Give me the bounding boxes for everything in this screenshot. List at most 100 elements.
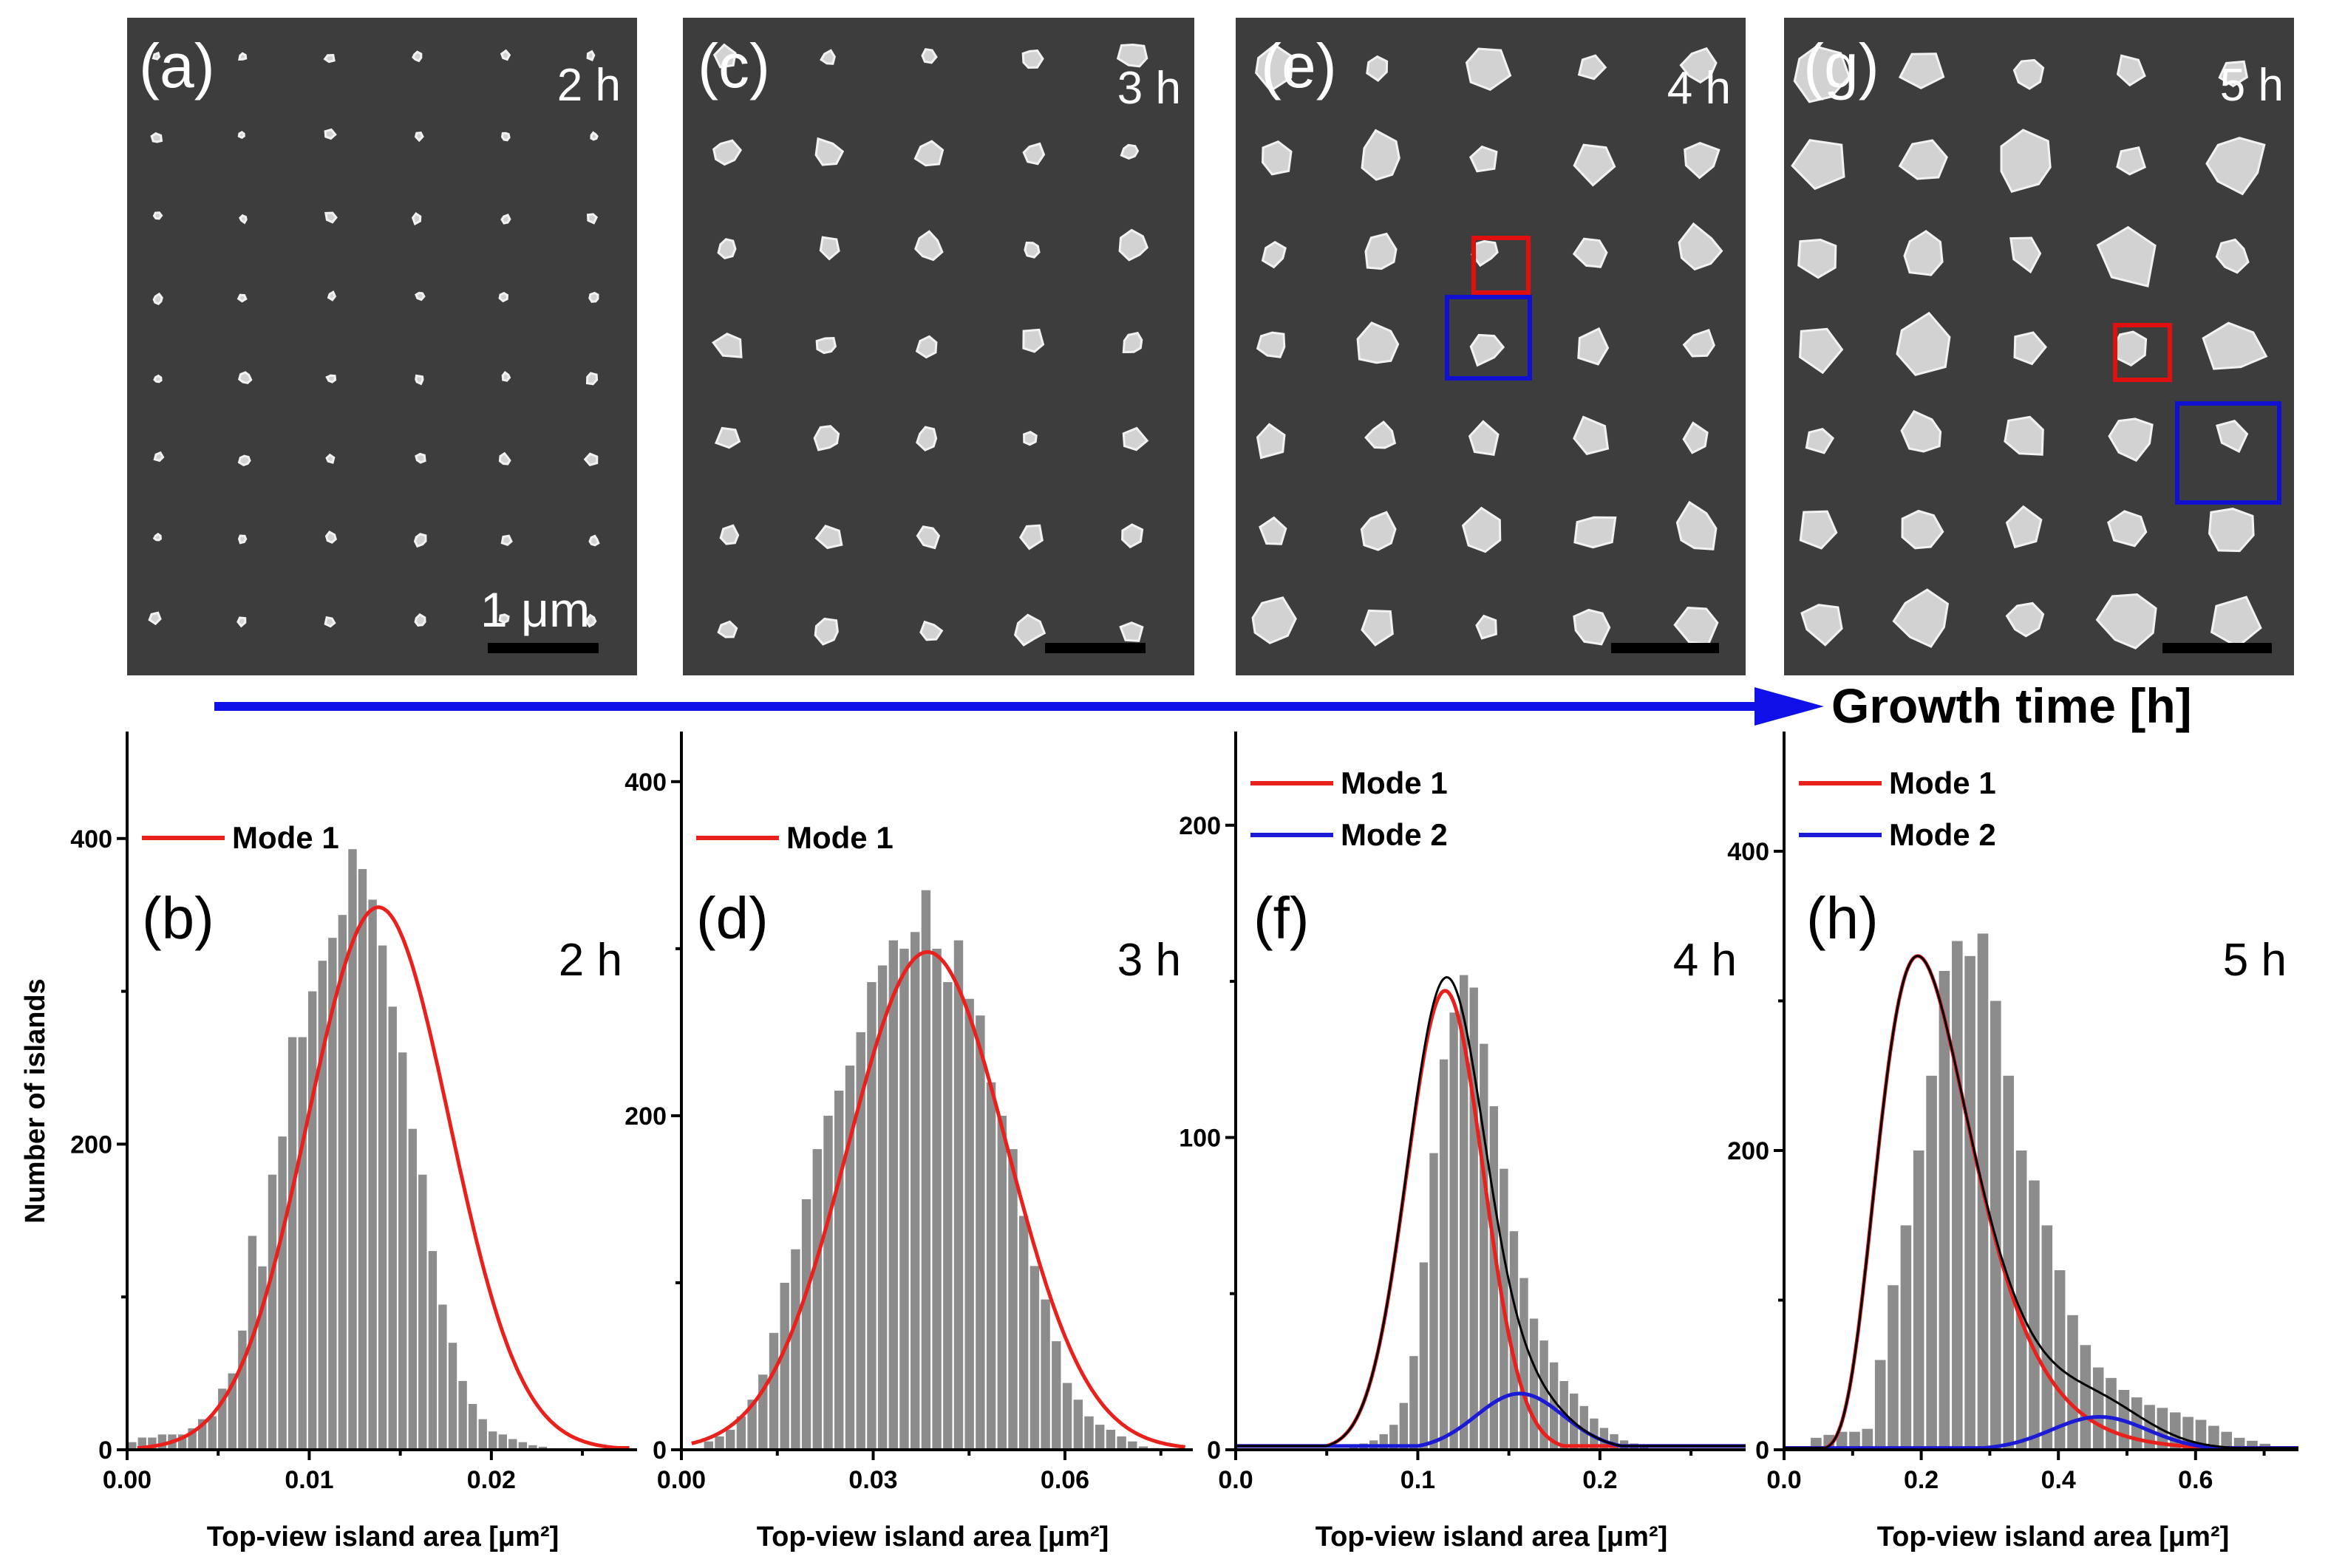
x-tick-label: 0.0 (1766, 1466, 1801, 1494)
sem-island (585, 613, 597, 628)
histogram-bar (1952, 941, 1963, 1450)
sem-island (1022, 328, 1045, 353)
sem-island (1256, 423, 1286, 460)
panel-label-b: (b) (142, 885, 214, 951)
histogram-bar (726, 1429, 735, 1450)
histogram-bar (2015, 1151, 2027, 1450)
histogram-bar (801, 1199, 811, 1450)
legend-label: Mode 1 (1341, 766, 1448, 800)
sem-time-g: 5 h (2220, 60, 2284, 111)
histogram-bar (368, 899, 377, 1450)
sem-island (1259, 516, 1287, 545)
sem-island (2202, 321, 2268, 370)
histogram-bar (1084, 1416, 1094, 1450)
sem-island (1120, 143, 1140, 160)
panel-time-b: 2 h (559, 935, 622, 986)
histogram-bar (1836, 1431, 1848, 1450)
y-tick-label: 0 (653, 1436, 667, 1465)
histogram-bar (489, 1431, 497, 1450)
sem-islands-g (1791, 45, 2268, 650)
sem-island (2004, 415, 2044, 456)
histogram-bar (769, 1332, 779, 1450)
histogram-bar (834, 1091, 844, 1450)
sem-island (1024, 241, 1041, 259)
sem-island (2216, 420, 2249, 453)
histogram-bar (747, 1400, 757, 1450)
x-axis-label-f: Top-view island area [μm²] (1316, 1521, 1668, 1552)
sem-label-g: (g) (1803, 31, 1879, 100)
histogram-bar (1138, 1446, 1148, 1450)
fit-curve-sum (1236, 975, 1746, 1448)
histogram-bar (2067, 1315, 2078, 1451)
sem-island (717, 238, 737, 260)
sem-islands-e (1251, 44, 1723, 647)
sem-island (1799, 510, 1838, 550)
sem-island (1468, 420, 1500, 456)
histogram-panel-b: 0 200 400 0.00 0.01 0.02 Mode 1 (b) 2 h Top-v… (70, 732, 637, 1552)
histogram-bar (378, 945, 387, 1450)
histogram-bar (715, 1436, 724, 1450)
highlight-box-blue-e (1445, 295, 1532, 381)
sem-island (2208, 508, 2255, 553)
histogram-bar (943, 982, 953, 1450)
histogram-bar (1409, 1356, 1418, 1450)
sem-island (237, 454, 251, 467)
sem-island (2116, 146, 2147, 176)
sem-island (1573, 608, 1611, 646)
sem-islands-c (712, 43, 1149, 647)
sem-island (715, 426, 741, 449)
sem-island (1684, 141, 1721, 180)
sem-island (1361, 129, 1400, 181)
histogram-bar (498, 1434, 507, 1450)
histogram-bar (1073, 1400, 1083, 1450)
sem-island (583, 452, 599, 466)
sem-island (498, 613, 510, 624)
sem-island (325, 453, 336, 464)
histogram-bar (2208, 1425, 2219, 1450)
histogram-panel-f: 0 100 200 0.0 0.1 0.2 Mode 1 Mode 2 (f) 4 h To… (1179, 732, 1746, 1552)
x-tick-label: 0.03 (848, 1466, 897, 1494)
sem-island (1021, 49, 1044, 69)
histogram-bar (932, 948, 942, 1450)
sem-island (1901, 509, 1944, 550)
y-tick-label: 200 (1727, 1137, 1769, 1165)
histogram-bar (911, 932, 920, 1450)
sem-label-a: (a) (139, 31, 215, 100)
histogram-bar (1509, 1231, 1519, 1450)
histogram-bar (1900, 1225, 1912, 1451)
histogram-bar (1379, 1434, 1388, 1450)
histogram-bar (348, 849, 357, 1450)
sem-island (914, 230, 944, 262)
sem-label-c: (c) (698, 31, 770, 100)
histogram-bar (1888, 1285, 1899, 1451)
sem-island (414, 132, 424, 143)
sem-island (1573, 516, 1617, 549)
histogram-bar (1639, 1446, 1649, 1450)
sem-island (1013, 613, 1046, 647)
histogram-bar (812, 1149, 822, 1450)
sem-island (913, 140, 945, 167)
histogram-bar (2080, 1345, 2092, 1451)
sem-island (152, 532, 162, 542)
growth-time-label: Growth time [h] (1831, 678, 2192, 733)
sem-island (1261, 140, 1293, 176)
histogram-bar (1389, 1425, 1398, 1450)
fit-curve-mode-1 (1784, 954, 2298, 1451)
sem-island (1682, 329, 1715, 358)
sem-islands-a (148, 49, 600, 628)
sem-island (915, 335, 938, 359)
histogram-bar (1399, 1402, 1408, 1450)
fit-curve-sum (1784, 955, 2298, 1450)
sem-panel-c: (c) 3 h (683, 18, 1194, 675)
sem-island (152, 211, 163, 220)
sem-island (2218, 60, 2249, 88)
histogram-panel-h: 0 200 400 0.0 0.2 0.4 0.6 Mode 1 Mode 2 (h) 5 h… (1727, 732, 2298, 1552)
sem-island (150, 132, 163, 143)
sem-island (1360, 511, 1397, 551)
histogram-bar (953, 940, 964, 1450)
sem-island (1800, 604, 1843, 647)
histogram-bar (438, 1304, 447, 1450)
histogram-bar (137, 1437, 146, 1450)
sem-island (2009, 236, 2042, 274)
histogram-bar (388, 1006, 397, 1450)
